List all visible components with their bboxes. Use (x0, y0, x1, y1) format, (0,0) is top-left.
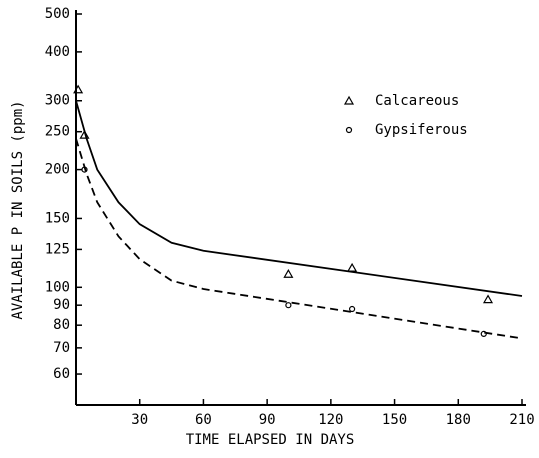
x-tick-label: 120 (318, 412, 343, 428)
x-tick-label: 90 (259, 412, 276, 428)
point (283, 269, 294, 278)
point (73, 84, 84, 94)
y-axis-label: AVAILABLE P IN SOILS (ppm) (10, 100, 26, 319)
point (348, 305, 356, 313)
x-tick-label: 210 (509, 412, 534, 428)
y-tick-label: 70 (53, 340, 70, 356)
y-tick-label: 60 (53, 366, 70, 382)
y-tick-label: 250 (45, 124, 70, 140)
y-tick-label: 500 (45, 6, 70, 22)
point (285, 302, 292, 309)
y-tick-label: 90 (53, 297, 70, 313)
legend-label: Calcareous (375, 93, 459, 109)
x-tick-label: 180 (446, 412, 471, 428)
point (345, 126, 353, 134)
y-tick-label: 300 (45, 93, 70, 109)
x-tick-label: 30 (131, 412, 148, 428)
x-axis-label: TIME ELAPSED IN DAYS (186, 432, 355, 448)
y-tick-label: 100 (45, 279, 70, 295)
point (343, 95, 355, 105)
point (81, 166, 88, 173)
point (480, 330, 487, 337)
y-tick-label: 125 (45, 241, 70, 257)
y-tick-label: 80 (53, 317, 70, 333)
point (79, 129, 90, 139)
legend-label: Gypsiferous (375, 122, 468, 138)
y-tick-label: 150 (45, 210, 70, 226)
fit-curve (75, 138, 523, 340)
y-tick-label: 400 (45, 44, 70, 60)
x-tick-label: 150 (382, 412, 407, 428)
point (347, 262, 358, 272)
y-tick-label: 200 (45, 162, 70, 178)
x-tick-label: 60 (195, 412, 212, 428)
point (482, 294, 494, 304)
fit-curve (75, 100, 523, 297)
